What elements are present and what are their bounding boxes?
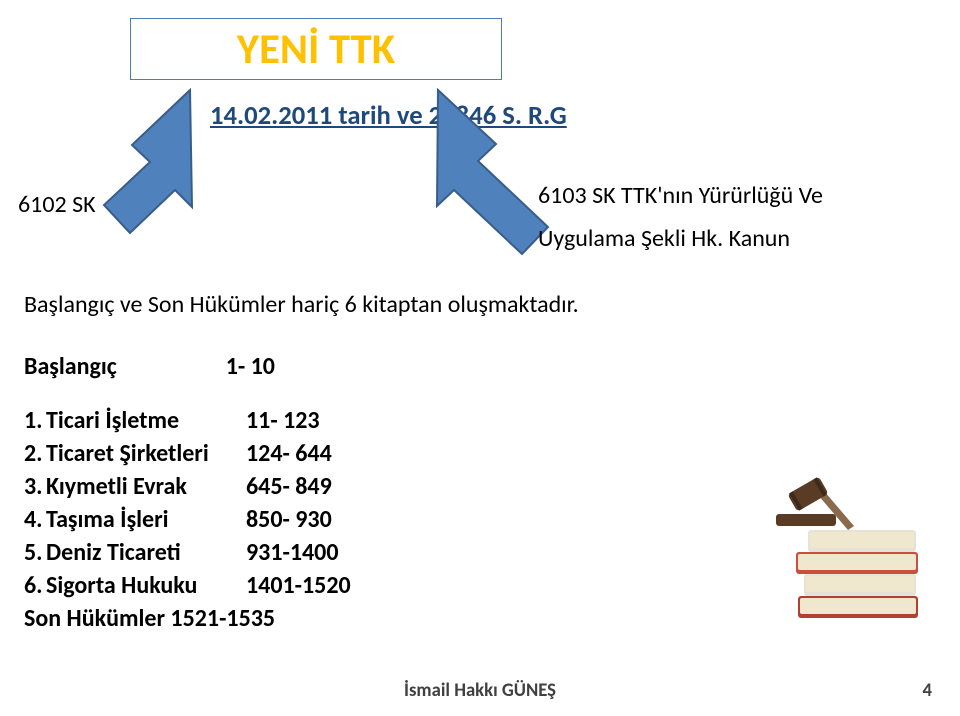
list-item: 4.Taşıma İşleri850- 930 [24, 505, 351, 534]
list-item-range: 850- 930 [246, 505, 332, 534]
label-6102sk: 6102 SK [18, 190, 96, 219]
list-item-num: 2. [24, 439, 46, 468]
list-item-num: 6. [24, 571, 46, 600]
footer-page-number: 4 [923, 679, 932, 702]
books-illustration [768, 470, 940, 620]
description: Başlangıç ve Son Hükümler hariç 6 kitapt… [24, 290, 579, 319]
list-item-range: 645- 849 [246, 472, 332, 501]
list-item-range: 1401-1520 [246, 571, 351, 600]
list-item-label: Ticari İşletme [46, 406, 246, 435]
list-item-label: Ticaret Şirketleri [46, 439, 246, 468]
list-item-label: Kıymetli Evrak [46, 472, 246, 501]
baslangic-range: 1- 10 [226, 352, 275, 381]
list-item: 2.Ticaret Şirketleri124- 644 [24, 439, 351, 468]
baslangic-row: Başlangıç 1- 10 [24, 352, 275, 381]
arrow-left [104, 90, 192, 233]
list-item-range: 124- 644 [246, 439, 332, 468]
list-item-label: Taşıma İşleri [46, 505, 246, 534]
list-item-range: 11- 123 [246, 406, 320, 435]
page-title: YENİ TTK [237, 23, 395, 75]
list-item-label: Deniz Ticareti [46, 538, 246, 567]
list-item-range: 931-1400 [246, 538, 339, 567]
right-block: 6103 SK TTK'nın Yürürlüğü Ve Uygulama Şe… [538, 174, 823, 260]
footer-author: İsmail Hakkı GÜNEŞ [0, 679, 960, 702]
right-line-2: Uygulama Şekli Hk. Kanun [538, 217, 823, 260]
list-item: 6.Sigorta Hukuku1401-1520 [24, 571, 351, 600]
son-hukumler: Son Hükümler 1521-1535 [24, 604, 275, 633]
subtitle: 14.02.2011 tarih ve 27846 S. R.G [210, 100, 567, 132]
list-item-num: 5. [24, 538, 46, 567]
list-item-num: 4. [24, 505, 46, 534]
list-item: 1.Ticari İşletme11- 123 [24, 406, 351, 435]
right-line-1: 6103 SK TTK'nın Yürürlüğü Ve [538, 174, 823, 217]
list-item-label: Sigorta Hukuku [46, 571, 246, 600]
list-item: 3.Kıymetli Evrak645- 849 [24, 472, 351, 501]
list-item-num: 1. [24, 406, 46, 435]
baslangic-label: Başlangıç [24, 352, 117, 381]
chapter-list: 1.Ticari İşletme11- 123 2.Ticaret Şirketl… [24, 406, 351, 604]
list-item: 5.Deniz Ticareti931-1400 [24, 538, 351, 567]
title-box: YENİ TTK [130, 18, 502, 80]
list-item-num: 3. [24, 472, 46, 501]
